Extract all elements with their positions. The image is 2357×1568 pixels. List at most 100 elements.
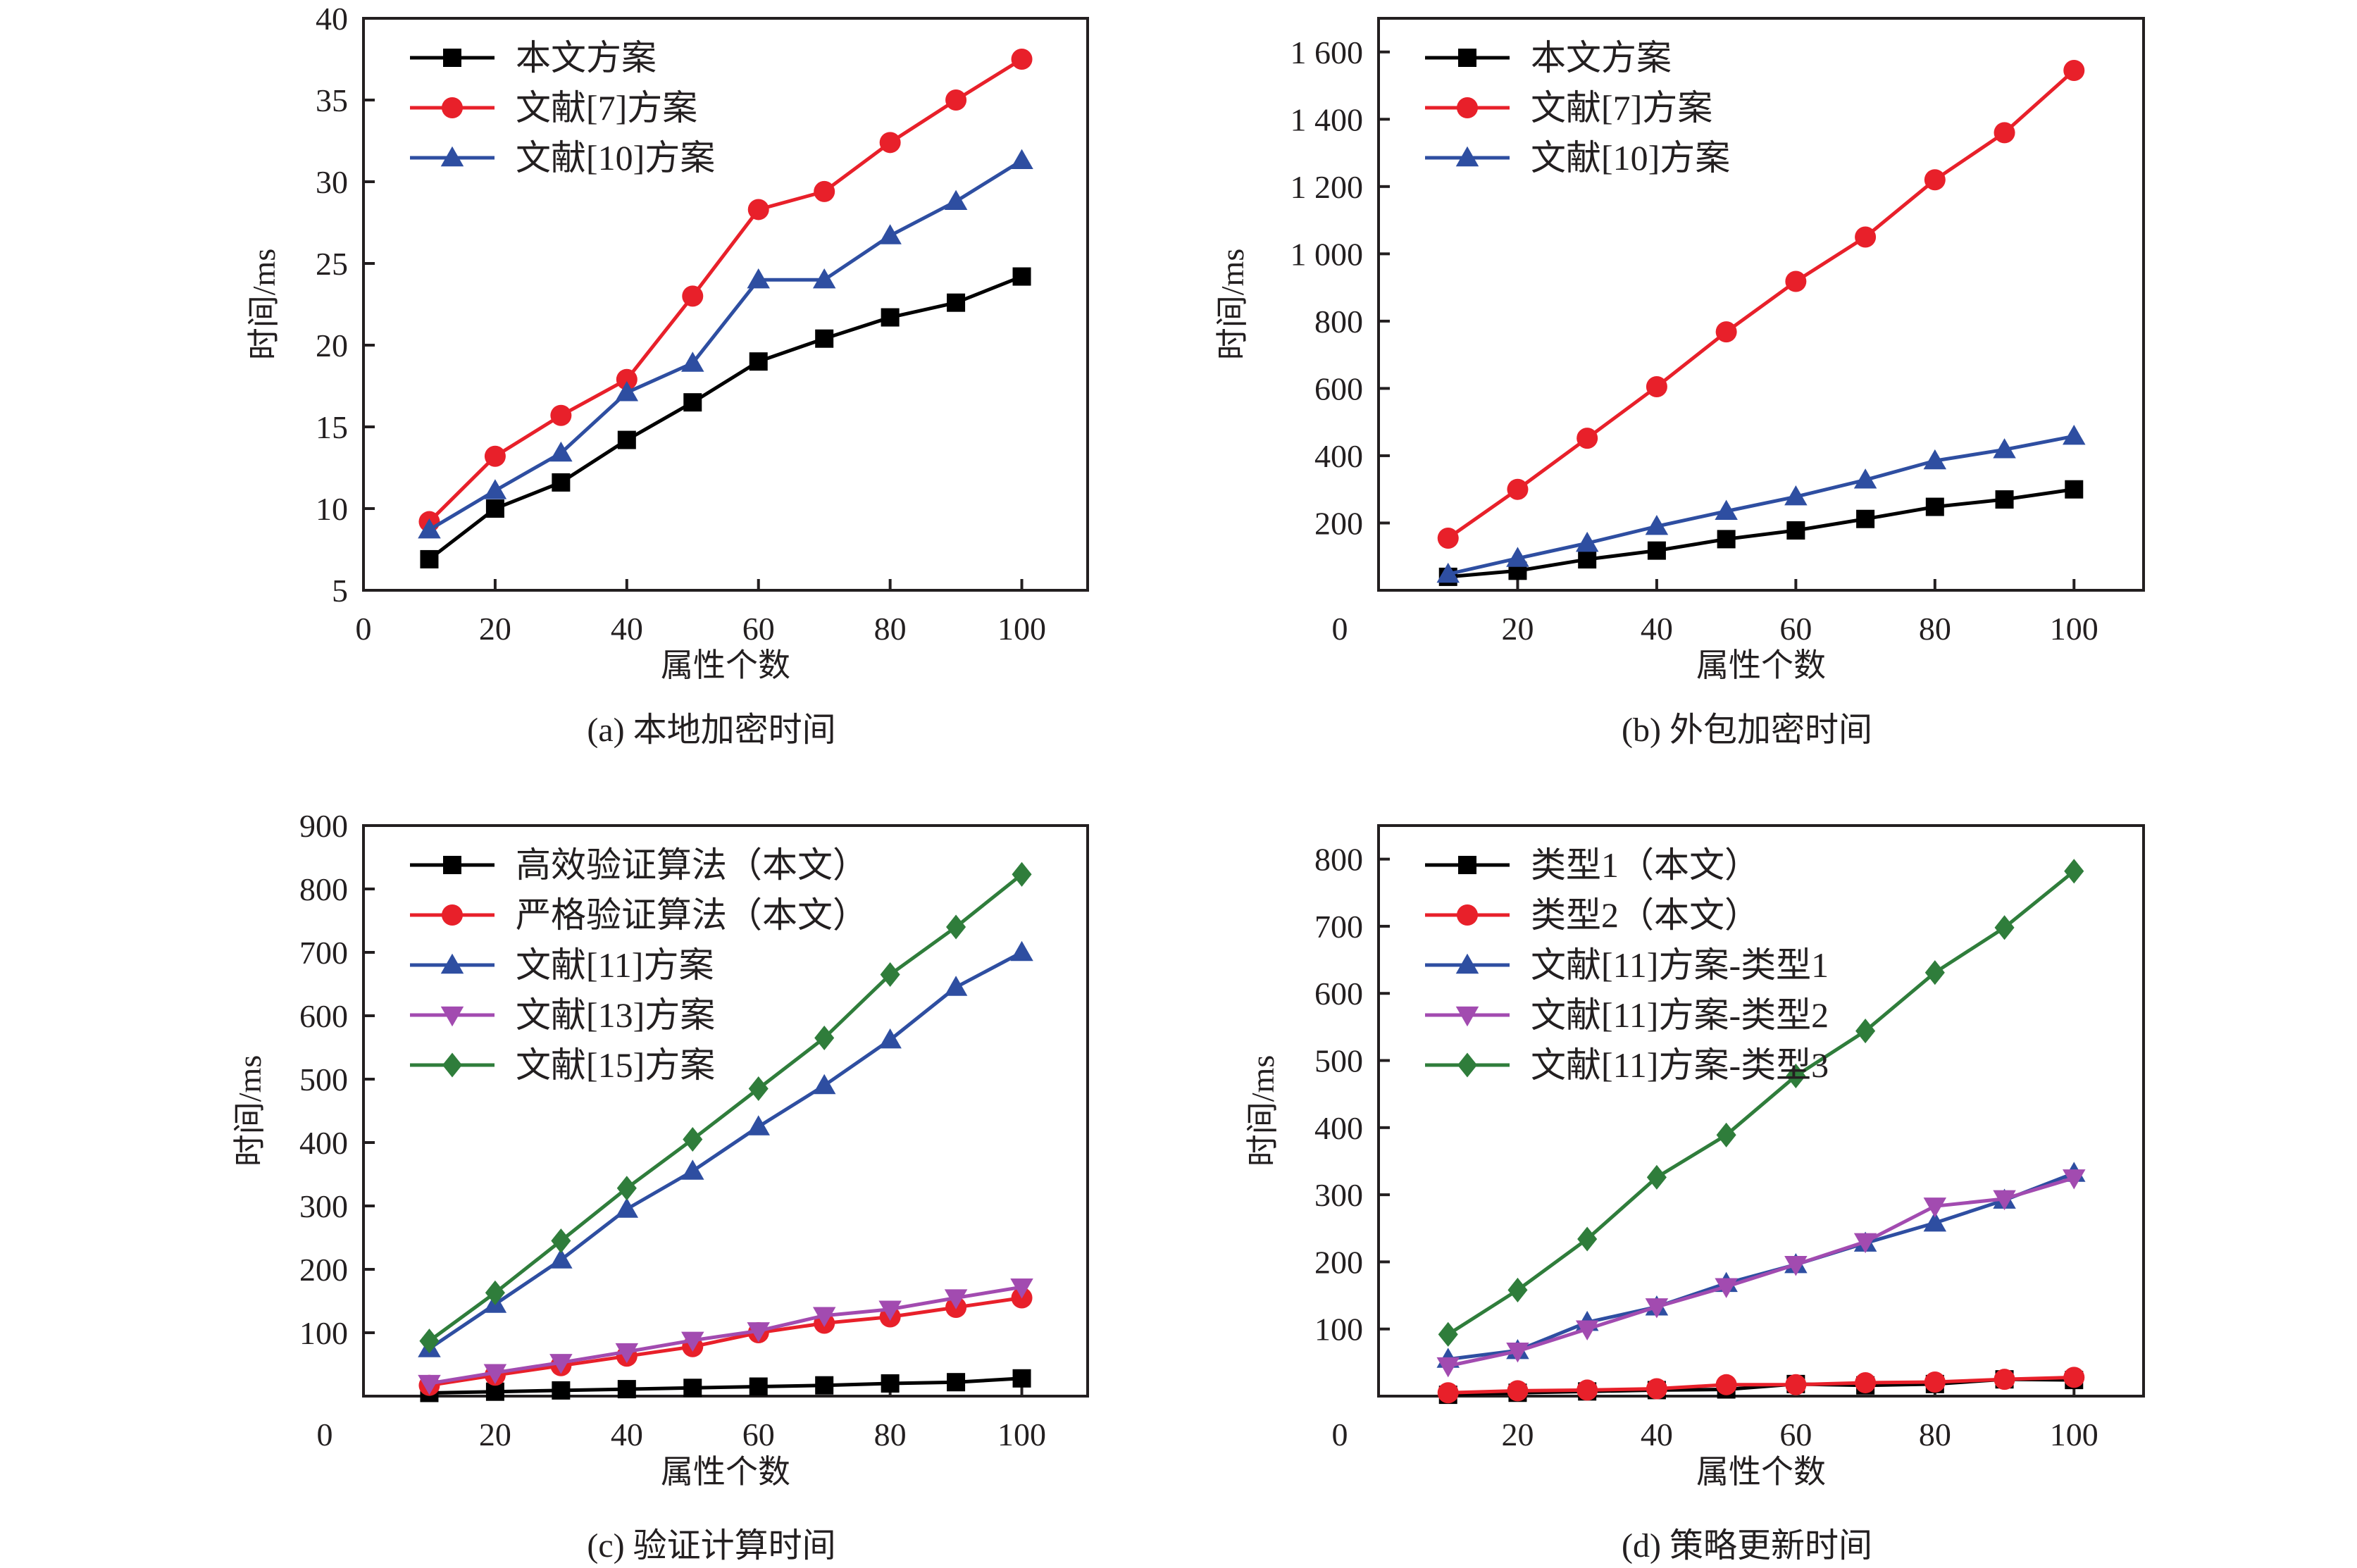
legend-marker [440,1006,464,1027]
data-point [1856,509,1875,528]
data-point [1012,861,1032,887]
legend-label: 文献[11]方案-类型1 [1531,945,1829,985]
data-point [1715,1278,1738,1298]
y-tick-label: 400 [1314,438,1363,474]
data-point [1925,497,1944,516]
data-point [681,1331,704,1352]
data-point [551,1228,571,1254]
y-tick-label: 600 [1314,976,1363,1012]
data-point [1923,1211,1947,1232]
data-point [812,1074,836,1095]
legend-marker [440,146,464,167]
x-axis: 20 40 60 80 100 0 [1332,579,2098,647]
legend-item: 文献[7]方案 [1425,88,1712,127]
data-point [549,441,573,462]
data-point [2065,480,2084,499]
data-point [683,393,702,412]
data-point [1993,1190,2016,1211]
data-point [1924,960,1945,985]
legend-marker [1457,1052,1478,1078]
data-point [1577,1226,1598,1252]
data-point [1784,1256,1808,1276]
y-tick-label: 400 [299,1125,348,1161]
y-axis-label: 时间/ms [246,249,282,360]
x-tick-label: 40 [611,611,643,647]
x-tick-label: 80 [1919,611,1951,647]
y-tick-label: 25 [316,246,348,282]
legend-marker [1458,856,1476,874]
data-point [616,1176,637,1201]
series-4 [1436,1169,2086,1378]
y-tick-label: 30 [316,164,348,200]
x-tick-label: 60 [1779,1417,1812,1452]
y-tick-label: 40 [316,1,348,37]
legend-label: 高效验证算法（本文） [516,845,868,885]
legend-label: 文献[10]方案 [1531,138,1730,178]
data-point [1923,449,1947,470]
data-point [1715,499,1738,520]
data-point [1994,1369,2015,1390]
data-point [1646,376,1667,398]
data-point [881,1374,900,1393]
data-point [812,1307,836,1327]
data-point [483,479,507,499]
y-axis: 200 400 600 800 1 000 1 200 1 400 1 600 [1291,35,1390,541]
y-tick-label: 1 400 [1291,101,1364,137]
data-point [878,1028,902,1049]
data-point [1646,1164,1667,1190]
x-tick-label: 60 [1779,611,1812,647]
legend-item: 类型1（本文） [1425,845,1760,885]
data-point [1784,485,1808,506]
series-line [1448,434,2075,576]
legend-marker [1455,953,1479,974]
data-point [944,1289,968,1309]
data-point [1716,1122,1736,1147]
data-point [880,962,900,988]
data-point [815,329,834,348]
legend-marker [1457,97,1478,118]
data-point [946,914,966,940]
data-point [1646,1378,1667,1400]
panel-d: 20 40 60 80 100 0 100 200 300 400 500 600 700 800 属性个数… [1245,824,2145,1564]
legend-item: 文献[10]方案 [410,138,715,178]
x-tick-label: 100 [2050,1417,2098,1452]
series-line [429,1296,1022,1388]
y-tick-label: 200 [1314,1244,1363,1280]
data-point [1786,1063,1806,1088]
data-point [747,268,770,289]
series-line [1448,487,2075,579]
data-point [1436,562,1460,583]
data-point [1715,321,1737,343]
data-point [615,381,639,402]
data-point [878,224,902,244]
x-tick-label: 20 [479,1417,511,1452]
data-point [944,189,968,211]
y-axis: 100 200 300 400 500 600 700 800 [1314,842,1390,1348]
y-tick-label: 500 [1314,1043,1363,1079]
y-tick-label: 800 [1314,304,1363,340]
data-point [747,1322,770,1343]
data-point [1575,531,1599,552]
data-point [418,1374,441,1395]
data-point [881,308,900,327]
data-point [549,1354,573,1374]
data-point [2063,424,2086,445]
data-point [944,976,968,996]
data-point [1645,1298,1669,1319]
panel-caption: (d) 策略更新时间 [1622,1527,1872,1564]
data-point [1575,1320,1599,1340]
legend-label: 本文方案 [516,38,657,77]
legend-label: 文献[11]方案 [516,945,714,985]
series-line [1447,69,2075,540]
x-tick-label: 60 [742,1417,775,1452]
panel-c: 20 40 60 80 100 0 100 200 300 400 500 600 700 800 900 属… [232,808,1089,1564]
legend-item: 本文方案 [410,38,657,77]
y-tick-label: 800 [299,871,348,907]
legend-label: 文献[7]方案 [1531,88,1712,127]
data-point [1647,541,1666,560]
legend-marker [442,97,463,118]
data-point [682,285,704,307]
data-point [947,1373,966,1392]
panel-caption: (b) 外包加密时间 [1622,711,1872,749]
data-point [879,132,901,154]
